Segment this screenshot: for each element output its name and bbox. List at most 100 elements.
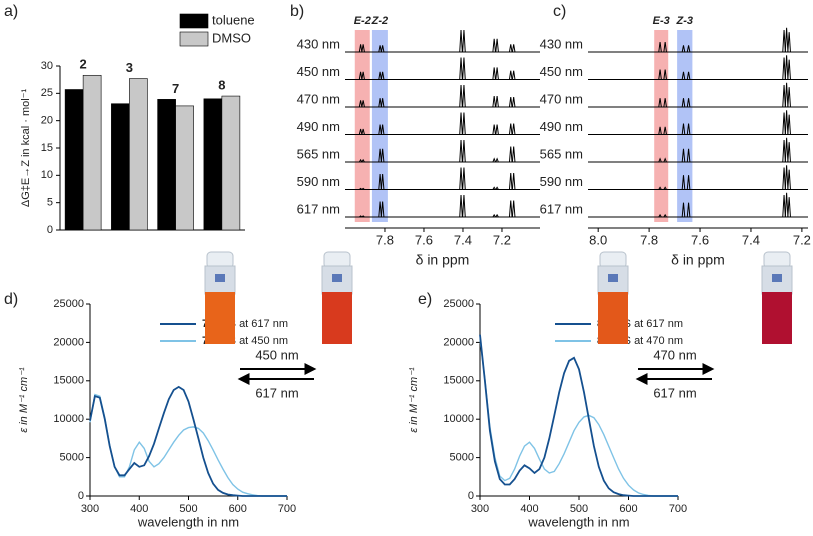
panel-label: b)	[290, 3, 304, 20]
spectrum-peak	[787, 169, 791, 190]
spectrum-peak	[492, 38, 496, 53]
x-tick-label: 8.0	[589, 232, 607, 247]
spectrum-peak	[508, 200, 513, 218]
spectrum-peak	[663, 126, 667, 135]
x-tick-label: 600	[619, 503, 637, 515]
x-tick-label: 500	[179, 503, 197, 515]
spectrum-peak	[462, 84, 466, 108]
legend-label: toluene	[212, 12, 255, 27]
panel-label: e)	[418, 291, 432, 308]
y-tick-label: 5000	[450, 452, 474, 464]
category-label: 7	[172, 81, 179, 96]
y-tick-label: 5	[47, 197, 53, 209]
spectrum-peak	[462, 194, 466, 218]
spectrum-peak	[511, 70, 516, 80]
spectrum-peak	[462, 139, 466, 163]
x-axis-label: wavelength in nm	[527, 514, 629, 529]
vial-liquid	[598, 292, 628, 344]
spectrum-peak	[686, 148, 691, 163]
spectrum-peak	[459, 29, 463, 53]
trace-label: 430 nm	[540, 36, 583, 51]
spectrum-peak	[658, 98, 662, 108]
spectrum-peak	[782, 167, 786, 190]
spectrum-line	[89, 385, 287, 497]
spectrum-peak	[492, 67, 496, 80]
panel-label: a)	[4, 3, 18, 20]
spectrum-peak	[681, 45, 686, 53]
y-tick-label: 25000	[53, 298, 84, 310]
vial-label	[608, 274, 618, 282]
spectrum-peak	[495, 38, 499, 53]
spectrum-peak	[787, 197, 791, 218]
spectrum-line	[479, 338, 678, 497]
spectrum-peak	[380, 71, 385, 80]
spectrum-peak	[492, 95, 496, 108]
trace-label: 470 nm	[540, 91, 583, 106]
y-tick-label: 0	[78, 490, 84, 502]
spectrum-peak	[658, 69, 662, 80]
spectrum-peak	[358, 187, 363, 190]
x-tick-label: 7.2	[493, 232, 511, 247]
spectrum-peak	[782, 194, 786, 218]
spectrum-peak	[495, 124, 499, 135]
spectrum-peak	[681, 175, 686, 190]
spectrum-peak	[495, 157, 499, 163]
spectrum-peak	[361, 71, 365, 80]
spectrum-peak	[358, 100, 363, 108]
spectrum-peak	[784, 27, 789, 53]
spectrum-peak	[495, 95, 499, 108]
spectrum-peak	[663, 157, 667, 163]
spectrum-peak	[787, 59, 791, 80]
spectrum-peak	[462, 29, 466, 53]
y-tick-label: 20	[41, 115, 53, 127]
arrow-label: 470 nm	[653, 347, 696, 362]
vial-liquid	[762, 292, 792, 344]
spectrum-peak	[462, 57, 466, 80]
spectrum-peak	[361, 100, 365, 108]
x-tick-label: 7.8	[376, 232, 394, 247]
legend-label: DMSO	[212, 30, 251, 45]
x-tick-label: 7.2	[793, 232, 811, 247]
panel-label: c)	[553, 3, 566, 20]
spectrum-peak	[782, 139, 786, 163]
y-tick-label: 15000	[53, 375, 84, 387]
highlight-label: E-2	[354, 15, 371, 27]
spectrum-peak	[784, 192, 789, 218]
x-tick-label: 400	[130, 503, 148, 515]
spectrum-peak	[459, 84, 463, 108]
vial-label	[215, 274, 225, 282]
spectrum-peak	[784, 137, 789, 163]
spectrum-peak	[787, 114, 791, 135]
spectrum-peak	[378, 148, 382, 163]
y-tick-label: 10000	[443, 413, 474, 425]
spectrum-peak	[380, 174, 385, 190]
y-tick-label: 10000	[53, 413, 84, 425]
spectrum-peak	[663, 98, 667, 108]
spectrum-peak	[361, 128, 365, 135]
x-tick-label: 300	[81, 503, 99, 515]
y-tick-label: 20000	[443, 336, 474, 348]
arrow-label: 450 nm	[255, 347, 298, 362]
spectrum-peak	[508, 123, 513, 135]
spectrum-peak	[459, 139, 463, 163]
spectrum-peak	[380, 201, 385, 218]
trace-label: 590 nm	[540, 174, 583, 189]
highlight-label: Z-2	[371, 15, 389, 27]
spectrum-peak	[511, 44, 516, 53]
spectrum-peak	[492, 213, 496, 218]
vial-label	[772, 274, 782, 282]
spectrum-peak	[658, 213, 662, 218]
bar	[64, 89, 84, 231]
spectrum-peak	[380, 124, 385, 135]
trace-label: 617 nm	[540, 201, 583, 216]
x-axis-label: δ in ppm	[416, 252, 470, 268]
x-tick-label: 600	[229, 503, 247, 515]
spectrum-peak	[378, 98, 382, 108]
spectrum-peak	[686, 123, 691, 135]
y-axis-label: ΔG‡E→Z in kcal · mol⁻¹	[20, 89, 32, 208]
y-tick-label: 10	[41, 169, 53, 181]
x-axis-label: δ in ppm	[671, 252, 725, 268]
spectrum-peak	[380, 148, 385, 163]
y-tick-label: 30	[41, 60, 53, 72]
